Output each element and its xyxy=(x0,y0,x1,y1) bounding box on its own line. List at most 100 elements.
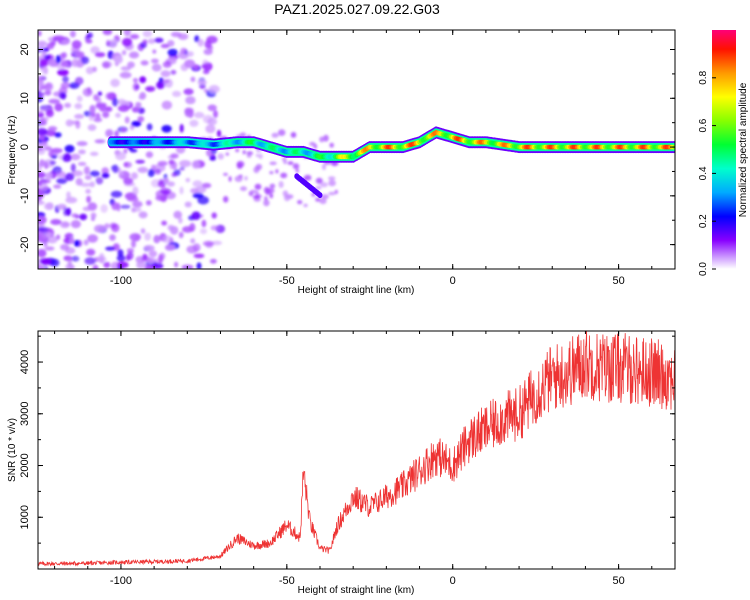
noise-blob xyxy=(172,90,182,97)
noise-blob xyxy=(125,254,131,262)
y-tick-label: -20 xyxy=(19,237,31,253)
noise-blob xyxy=(105,246,116,251)
noise-blob xyxy=(143,245,155,252)
x-tick-label: 50 xyxy=(612,575,624,587)
noise-blob xyxy=(102,111,110,118)
noise-blob xyxy=(45,109,54,118)
noise-blob xyxy=(162,235,173,244)
noise-blob xyxy=(102,30,113,36)
noise-blob xyxy=(78,149,86,155)
noise-blob xyxy=(202,240,214,247)
noise-blob xyxy=(160,70,171,78)
noise-blob xyxy=(135,159,145,164)
noise-blob xyxy=(89,104,96,114)
noise-blob xyxy=(334,189,338,195)
noise-blob xyxy=(258,153,263,159)
noise-blob xyxy=(147,169,155,177)
noise-blob xyxy=(154,169,162,175)
noise-blob xyxy=(223,172,228,176)
noise-blob xyxy=(140,60,149,66)
noise-blob xyxy=(283,194,291,202)
noise-blob xyxy=(99,253,105,261)
noise-blob xyxy=(135,101,142,109)
noise-blob xyxy=(38,179,51,184)
spectrogram-noise xyxy=(38,30,339,269)
noise-blob xyxy=(71,40,82,49)
noise-blob xyxy=(46,42,55,50)
noise-blob xyxy=(115,112,121,118)
noise-blob xyxy=(193,253,205,259)
noise-blob xyxy=(76,51,85,59)
noise-blob xyxy=(170,153,179,159)
noise-blob xyxy=(158,254,164,264)
noise-blob xyxy=(112,164,119,174)
noise-blob xyxy=(157,180,167,188)
noise-blob xyxy=(170,69,177,75)
noise-blob xyxy=(278,129,286,137)
noise-blob xyxy=(61,39,70,45)
noise-blob xyxy=(319,136,325,143)
noise-blob xyxy=(90,46,100,54)
noise-blob xyxy=(131,106,140,113)
noise-blob xyxy=(79,213,88,221)
noise-blob xyxy=(250,189,257,194)
noise-blob xyxy=(66,191,71,199)
noise-blob xyxy=(126,196,139,202)
noise-blob xyxy=(139,92,147,100)
noise-blob xyxy=(225,152,230,156)
noise-blob xyxy=(124,116,130,124)
noise-blob xyxy=(73,239,80,247)
noise-blob xyxy=(204,40,212,49)
noise-blob xyxy=(92,264,99,269)
noise-blob xyxy=(48,98,61,104)
noise-blob xyxy=(49,160,57,166)
noise-blob xyxy=(155,81,166,90)
noise-blob xyxy=(44,54,51,60)
noise-blob xyxy=(93,117,103,123)
noise-blob xyxy=(194,35,200,43)
noise-blob xyxy=(84,175,92,180)
noise-blob xyxy=(122,104,129,110)
noise-blob xyxy=(171,172,177,177)
noise-blob xyxy=(142,30,153,38)
noise-blob xyxy=(138,211,148,219)
y-tick-label: 1000 xyxy=(19,505,31,529)
noise-blob xyxy=(328,191,336,196)
noise-blob xyxy=(121,50,127,56)
spectrogram-ridge xyxy=(107,126,675,199)
colorbar: 0.0 0.2 0.4 0.6 0.8 Normalized spectral ampl… xyxy=(698,30,749,276)
noise-blob xyxy=(65,247,76,255)
noise-blob xyxy=(82,87,93,97)
noise-blob xyxy=(38,47,44,53)
noise-blob xyxy=(328,176,336,181)
noise-blob xyxy=(244,176,248,181)
noise-blob xyxy=(210,225,219,231)
noise-blob xyxy=(118,171,124,177)
noise-blob xyxy=(269,193,274,199)
noise-blob xyxy=(223,196,229,203)
noise-blob xyxy=(321,194,329,200)
noise-blob xyxy=(102,61,110,69)
noise-blob xyxy=(116,254,126,262)
noise-blob xyxy=(140,228,146,234)
noise-blob xyxy=(197,80,207,85)
noise-blob xyxy=(319,198,327,205)
noise-blob xyxy=(178,231,184,239)
noise-blob xyxy=(44,82,52,90)
noise-blob xyxy=(193,111,205,119)
noise-blob xyxy=(174,261,179,268)
noise-blob xyxy=(119,71,132,79)
noise-blob xyxy=(184,59,196,68)
noise-blob xyxy=(65,172,75,181)
noise-blob xyxy=(208,85,220,94)
noise-blob xyxy=(148,250,158,258)
noise-blob xyxy=(151,58,159,64)
noise-blob xyxy=(76,95,83,102)
noise-blob xyxy=(303,203,308,208)
noise-blob xyxy=(119,204,131,209)
noise-blob xyxy=(81,56,90,65)
noise-blob xyxy=(40,116,49,122)
noise-blob xyxy=(267,187,275,194)
